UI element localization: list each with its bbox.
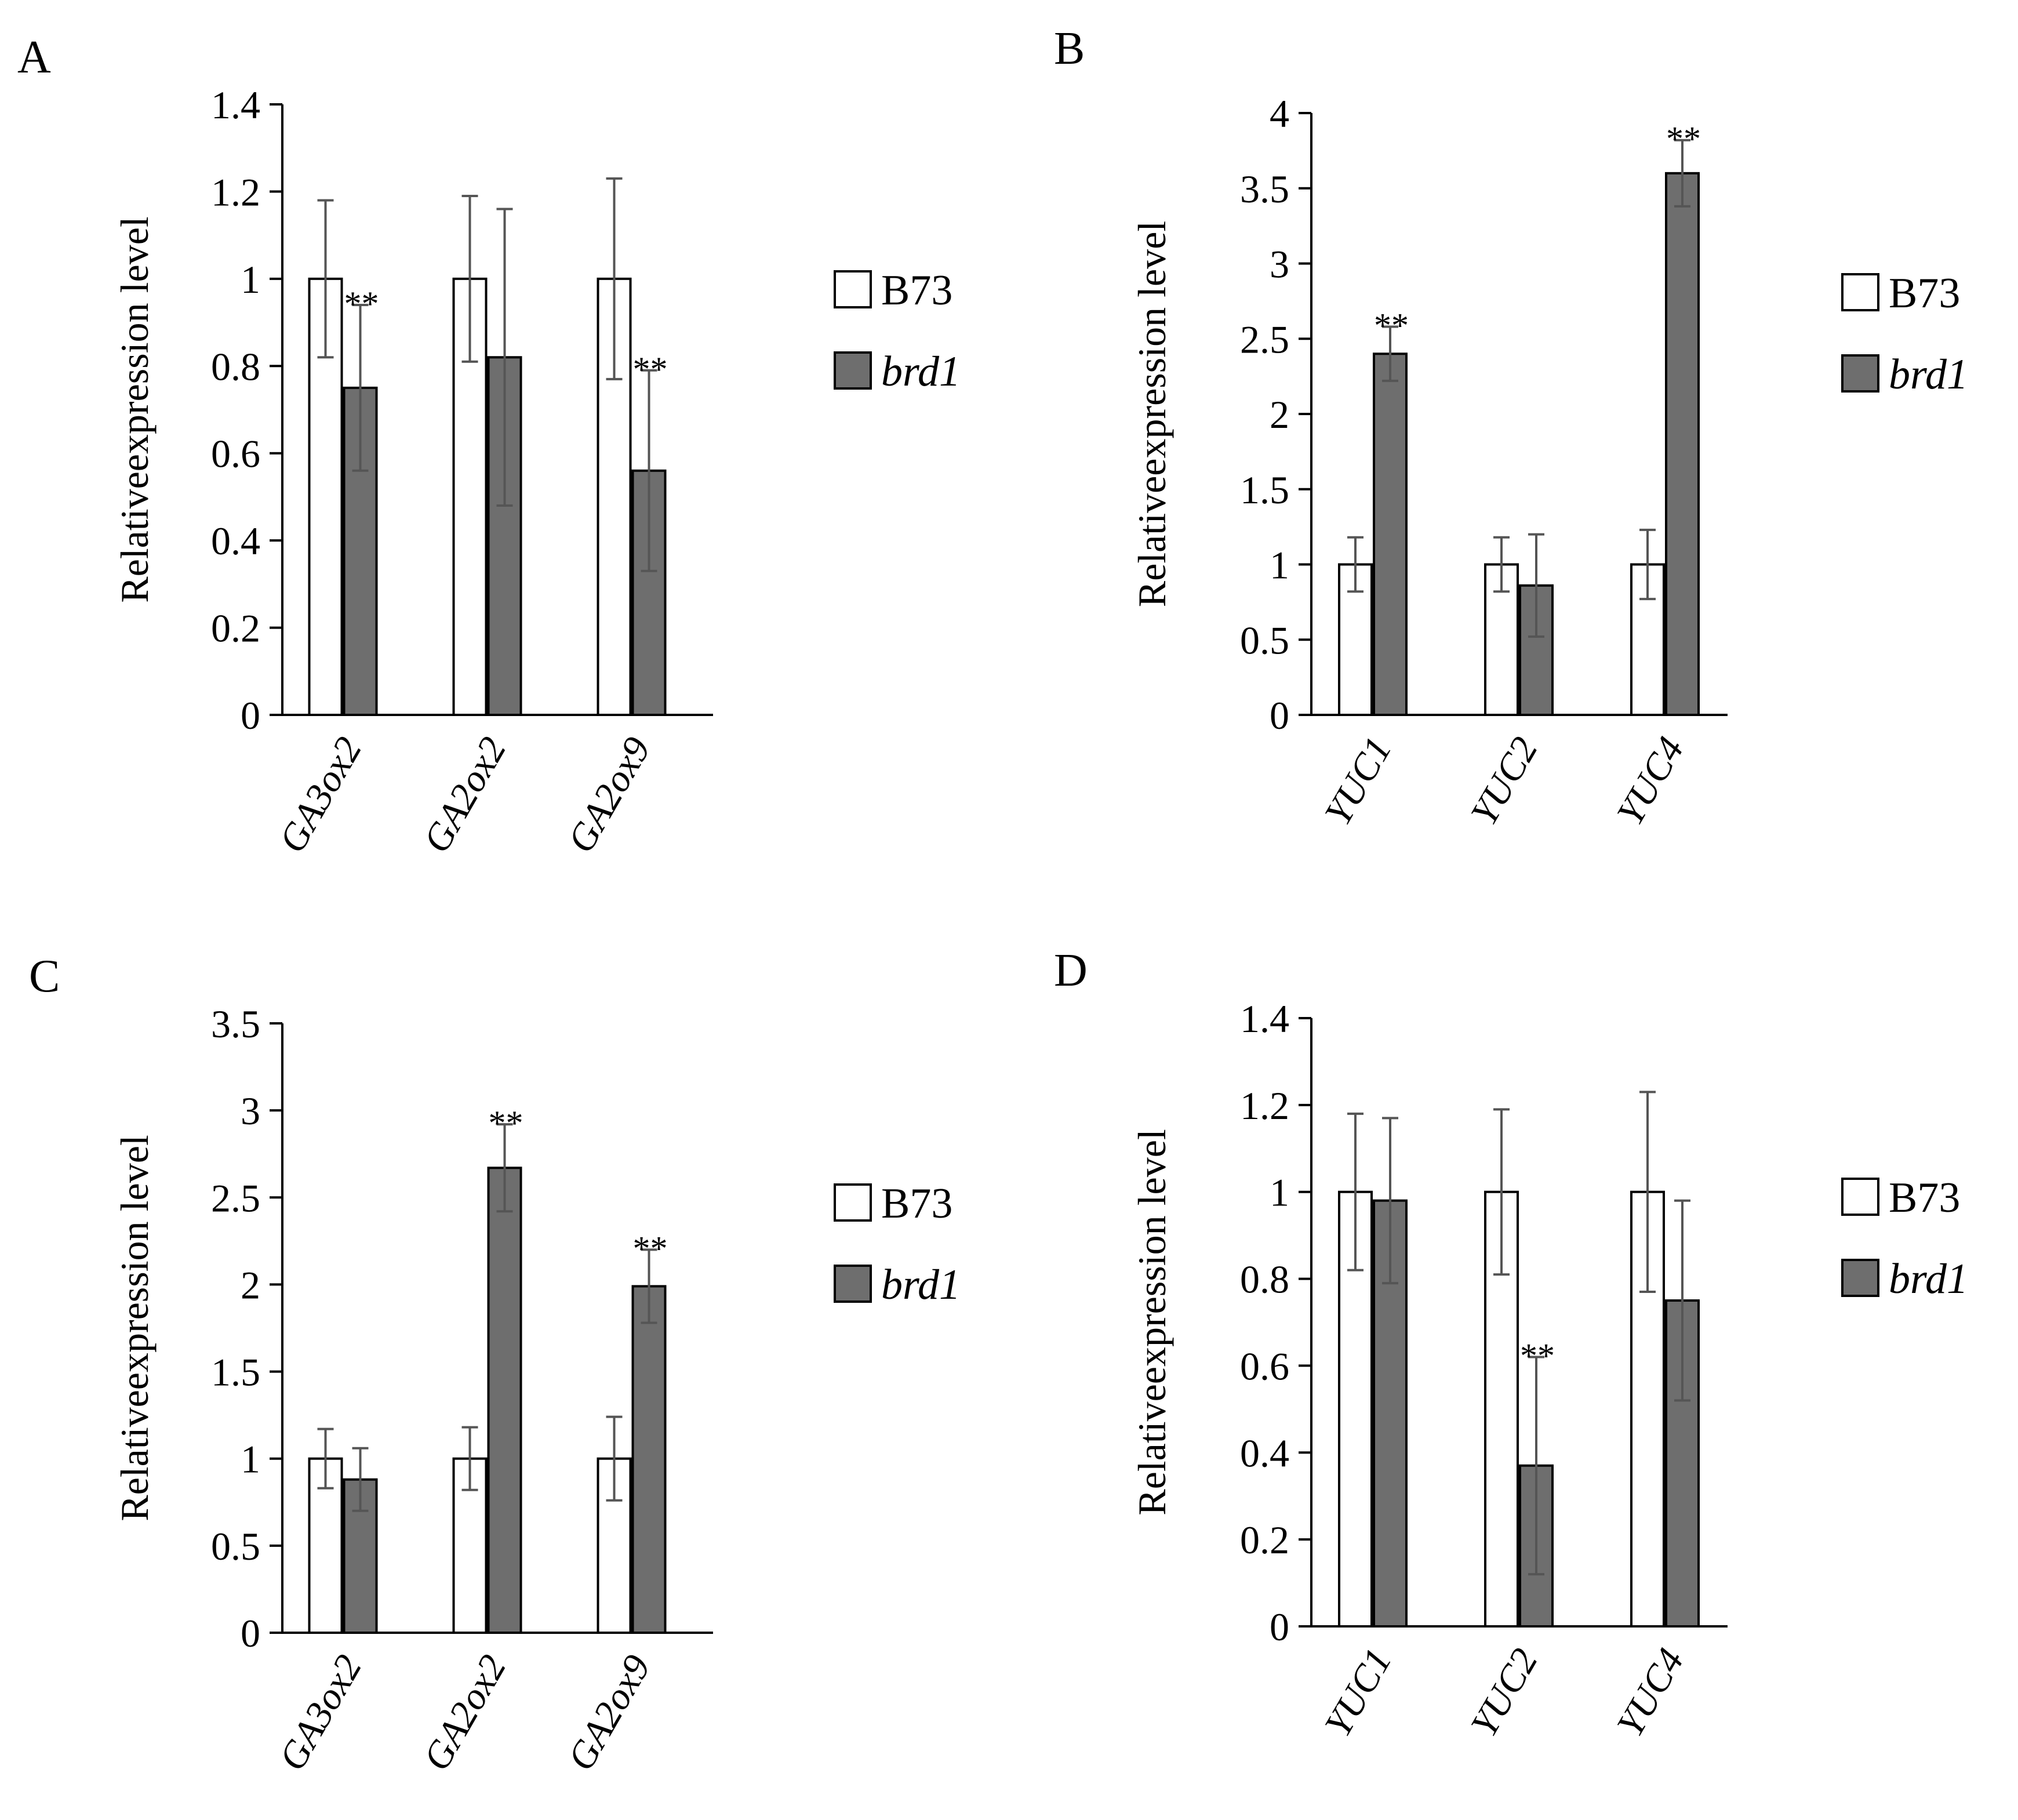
bar-brd1-ga2ox9 [631, 1285, 667, 1634]
x-tick-label: YUC2 [1463, 1641, 1546, 1743]
y-tick-label: 3.5 [211, 1002, 260, 1046]
y-tick-label: 2 [241, 1263, 260, 1307]
x-tick-label: YUC4 [1609, 730, 1692, 832]
legend-label-brd1: brd1 [881, 348, 961, 395]
y-tick-label: 0.8 [1240, 1258, 1289, 1302]
y-tick-label: 0 [241, 1611, 260, 1655]
x-tick-label: YUC1 [1317, 1641, 1400, 1743]
significance-mark: ** [344, 285, 379, 323]
x-tick-label: YUC4 [1609, 1641, 1692, 1743]
y-axis-label: Relativeexpression level [1130, 221, 1174, 608]
panel-label: C [29, 951, 60, 1002]
y-tick-label: 1.2 [211, 170, 260, 214]
y-tick-label: 4 [1270, 92, 1289, 136]
y-tick-label: 1.5 [211, 1350, 260, 1394]
y-tick-label: 1.4 [1240, 997, 1289, 1041]
y-tick-label: 3 [1270, 242, 1289, 286]
y-tick-label: 0 [1270, 693, 1289, 738]
y-tick-label: 2.5 [211, 1176, 260, 1220]
significance-mark: ** [633, 1229, 668, 1267]
legend-swatch-brd1 [834, 1265, 872, 1303]
legend-swatch-brd1 [1841, 1259, 1879, 1297]
x-tick-label: YUC1 [1317, 730, 1400, 832]
x-tick-label: GA3ox2 [271, 730, 370, 860]
panel-label: D [1054, 945, 1088, 996]
x-tick-label: GA2ox2 [415, 1648, 514, 1778]
y-tick-label: 1.2 [1240, 1084, 1289, 1128]
significance-mark: ** [633, 350, 668, 388]
x-tick-label: GA3ox2 [271, 1648, 370, 1778]
significance-mark: ** [1520, 1336, 1555, 1375]
legend-label-b73: B73 [1889, 270, 1960, 317]
significance-mark: ** [1374, 306, 1409, 344]
significance-mark: ** [1666, 120, 1701, 158]
y-tick-label: 1 [1270, 543, 1289, 587]
y-axis-label: Relativeexpression level [112, 216, 157, 603]
significance-mark: ** [489, 1104, 523, 1142]
panel-label: B [1054, 23, 1085, 74]
legend-swatch-b73 [1841, 273, 1879, 311]
y-tick-label: 0.5 [1240, 618, 1289, 662]
bar-b73-ga2ox2 [452, 277, 488, 717]
legend-label-b73: B73 [1889, 1174, 1960, 1222]
y-tick-label: 3 [241, 1089, 260, 1133]
y-axis-label: Relativeexpression level [1130, 1129, 1174, 1516]
y-tick-label: 0.8 [211, 344, 260, 388]
legend-swatch-b73 [834, 270, 872, 308]
legend-label-brd1: brd1 [881, 1261, 961, 1309]
y-tick-label: 1 [241, 1437, 260, 1481]
y-tick-label: 0.4 [1240, 1431, 1289, 1475]
y-tick-label: 0.6 [211, 432, 260, 476]
y-tick-label: 2.5 [1240, 317, 1289, 361]
legend-swatch-b73 [1841, 1178, 1879, 1216]
y-tick-label: 3.5 [1240, 167, 1289, 211]
panel-label: A [17, 32, 51, 83]
y-tick-label: 0.2 [1240, 1518, 1289, 1562]
legend-swatch-b73 [834, 1183, 872, 1222]
y-tick-label: 0 [1270, 1605, 1289, 1649]
y-tick-label: 2 [1270, 393, 1289, 437]
x-tick-label: YUC2 [1463, 730, 1546, 832]
y-tick-label: 0.6 [1240, 1344, 1289, 1388]
bar-b73-ga2ox2 [452, 1457, 488, 1634]
y-tick-label: 0.2 [211, 606, 260, 651]
x-tick-label: GA2ox9 [559, 1648, 659, 1778]
legend-label-brd1: brd1 [1889, 1255, 1968, 1303]
y-tick-label: 0.4 [211, 519, 260, 563]
legend-label-b73: B73 [881, 1180, 952, 1227]
x-tick-label: GA2ox9 [559, 730, 659, 860]
y-tick-label: 1 [1270, 1171, 1289, 1215]
legend-swatch-brd1 [834, 351, 872, 390]
legend-swatch-brd1 [1841, 354, 1879, 393]
chart-panel-b: B Relativeexpression level 0 0.5 1 1.5 2 2.5 3 3.… [1054, 23, 1968, 832]
y-tick-label: 0.5 [211, 1524, 260, 1568]
bar-brd1-ga2ox2 [487, 1167, 522, 1634]
legend-label-b73: B73 [881, 267, 952, 314]
chart-panel-c: C Relativeexpression level 0 0.5 1 1.5 2 2.5 3 3.… [29, 951, 961, 1778]
chart-panel-a: A Relativeexpression level 0 0.2 0.4 0.6 0.8 1 1… [17, 32, 961, 860]
bar-brd1-yuc1 [1373, 353, 1408, 716]
y-tick-label: 0 [241, 693, 260, 738]
chart-panel-d: D Relativeexpression level 0 0.2 0.4 0.6 0.8 1 1… [1054, 945, 1968, 1743]
y-tick-label: 1.5 [1240, 468, 1289, 512]
y-tick-label: 1 [241, 257, 260, 301]
y-tick-label: 1.4 [211, 83, 260, 127]
x-tick-label: GA2ox2 [415, 730, 514, 860]
legend-label-brd1: brd1 [1889, 351, 1968, 398]
y-axis-label: Relativeexpression level [112, 1135, 157, 1521]
bar-brd1-yuc4 [1665, 172, 1700, 716]
